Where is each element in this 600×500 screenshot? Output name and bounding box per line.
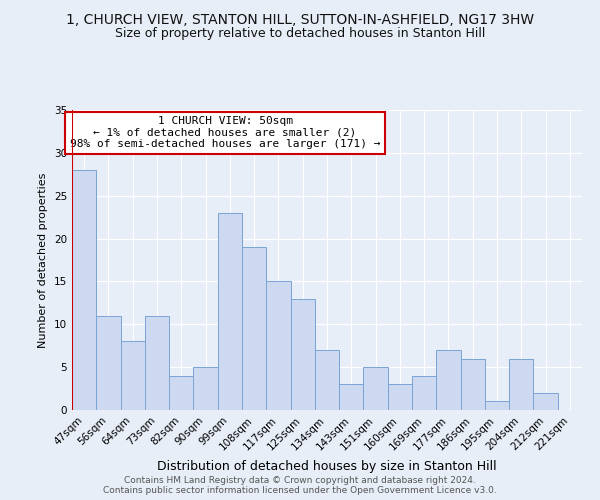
Bar [218, 213, 242, 410]
Text: Contains HM Land Registry data © Crown copyright and database right 2024.: Contains HM Land Registry data © Crown c… [124, 476, 476, 485]
Text: Contains public sector information licensed under the Open Government Licence v3: Contains public sector information licen… [103, 486, 497, 495]
Bar [193, 367, 218, 410]
Bar [412, 376, 436, 410]
Bar [96, 316, 121, 410]
Bar [388, 384, 412, 410]
Bar [290, 298, 315, 410]
Bar [461, 358, 485, 410]
Bar [436, 350, 461, 410]
Bar [242, 247, 266, 410]
Bar [169, 376, 193, 410]
Text: Size of property relative to detached houses in Stanton Hill: Size of property relative to detached ho… [115, 28, 485, 40]
X-axis label: Distribution of detached houses by size in Stanton Hill: Distribution of detached houses by size … [157, 460, 497, 473]
Bar [145, 316, 169, 410]
Bar [266, 282, 290, 410]
Bar [533, 393, 558, 410]
Bar [364, 367, 388, 410]
Bar [485, 402, 509, 410]
Bar [339, 384, 364, 410]
Text: 1 CHURCH VIEW: 50sqm
← 1% of detached houses are smaller (2)
98% of semi-detache: 1 CHURCH VIEW: 50sqm ← 1% of detached ho… [70, 116, 380, 149]
Bar [121, 342, 145, 410]
Y-axis label: Number of detached properties: Number of detached properties [38, 172, 49, 348]
Bar [315, 350, 339, 410]
Bar [72, 170, 96, 410]
Bar [509, 358, 533, 410]
Text: 1, CHURCH VIEW, STANTON HILL, SUTTON-IN-ASHFIELD, NG17 3HW: 1, CHURCH VIEW, STANTON HILL, SUTTON-IN-… [66, 12, 534, 26]
